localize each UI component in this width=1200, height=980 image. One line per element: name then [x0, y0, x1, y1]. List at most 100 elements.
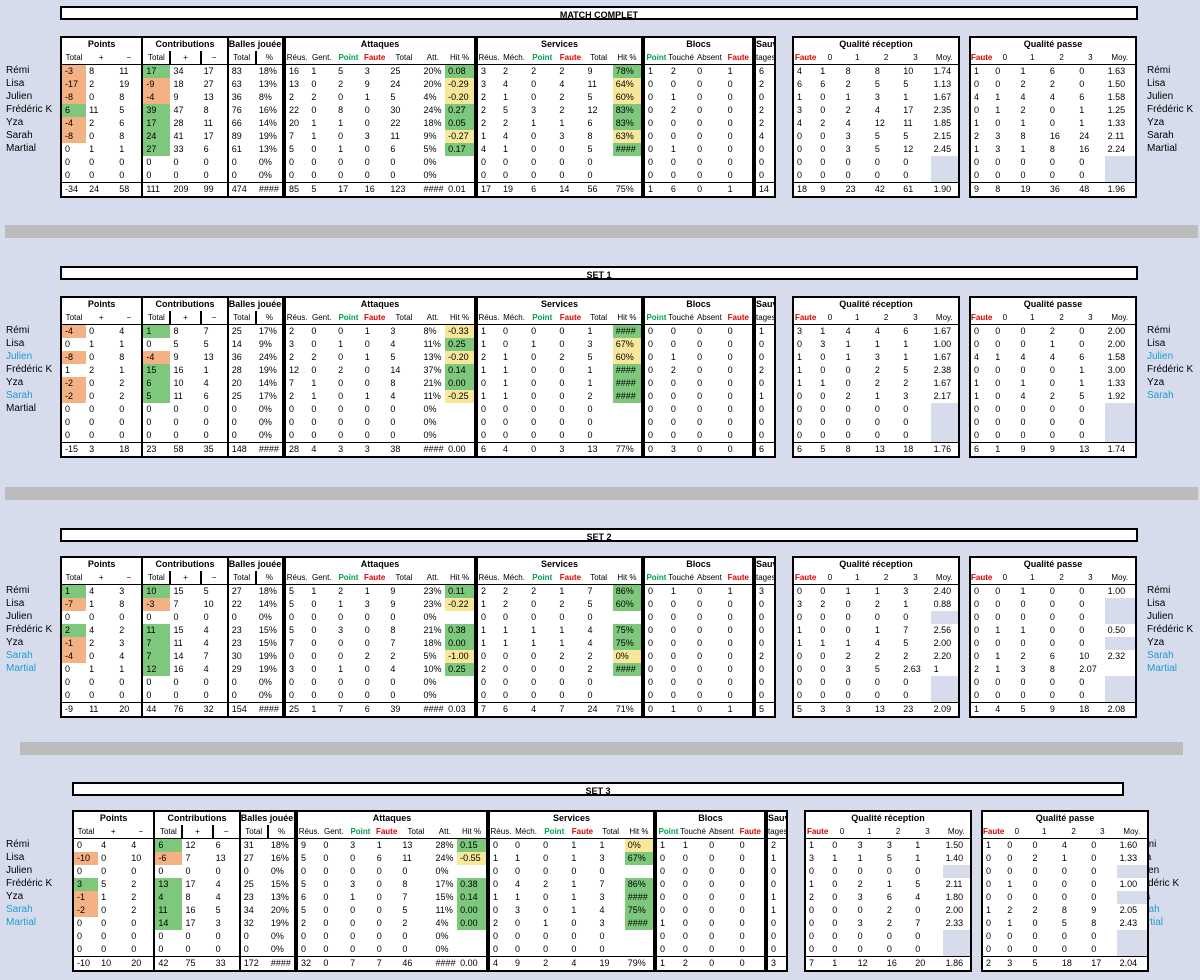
stat-cell: 0 [141, 338, 171, 351]
stat-cell: 8 [1061, 905, 1067, 915]
total-cell: 3 [667, 442, 695, 456]
total-row: 6 1 9 9 13 1.74 [971, 442, 1135, 456]
stat-cell: 0 [531, 79, 537, 89]
stat-cell: 0 [587, 404, 593, 414]
stat-cell: 0 [65, 144, 71, 154]
column-header: Total [602, 827, 620, 836]
stat-cell: 0 [390, 430, 396, 440]
total-cell: -34 [62, 182, 87, 196]
stat-cell: 78% [612, 64, 641, 78]
stat-cell: 0 [226, 611, 256, 624]
stat-cell: -10 [74, 852, 99, 865]
stat-cell: 2.15 [933, 131, 952, 141]
stat-cell: 1 [119, 339, 125, 349]
stat-cell: 2 [759, 651, 765, 661]
stat-cell: 0 [350, 944, 356, 954]
stat-cell: 1 [493, 892, 499, 902]
stat-cell: 16 [1049, 131, 1060, 141]
total-cell: 1.76 [930, 442, 958, 456]
stat-cell: 0 [974, 651, 980, 661]
stat-cell: 0 [974, 625, 980, 635]
stat-cell: 0 [311, 417, 317, 427]
total-cell: 19 [499, 182, 529, 196]
stat-cell [1104, 156, 1135, 169]
stat-cell: 0 [903, 417, 909, 427]
column-header: Moy. [935, 573, 953, 582]
stat-cell: 1 [974, 378, 980, 388]
stat-cell: 0 [648, 170, 654, 180]
total-row: 4 9 2 4 19 79% [490, 956, 653, 970]
total-cell: #### [255, 442, 282, 456]
stat-cell: 3 [845, 144, 851, 154]
stat-cell: 25 [390, 66, 401, 76]
stat-cell: 17 [141, 64, 171, 78]
stat-cell: 0 [185, 944, 191, 954]
table-row: 2 [756, 117, 774, 130]
column-header: Gent. [323, 827, 344, 836]
stat-cell: 0 [682, 918, 688, 928]
stat-cell: 1 [364, 391, 370, 401]
player-name: Frédéric K [6, 364, 53, 375]
stat-cell: 0 [323, 853, 329, 863]
stat-cell [625, 865, 653, 878]
stat-cell: 0 [65, 677, 71, 687]
table-row: 0 1 1 0 5 5 14 9% [62, 338, 282, 351]
table-row: 0 1 1 27 33 6 61 13% [62, 143, 282, 156]
stat-cell: 0 [502, 404, 508, 414]
stat-cell: 1 [1079, 118, 1085, 128]
stat-cell: 16 [173, 664, 184, 674]
stat-cell: 2 [559, 92, 565, 102]
column-header: Absent [696, 53, 722, 62]
group-heading: Qualité réception [839, 559, 913, 569]
stat-cell: 0 [727, 378, 733, 388]
table-row: 1 1 1 1 4 75% [478, 637, 641, 650]
stat-cell: 0 [670, 326, 676, 336]
stat-cell: 0 [311, 105, 317, 115]
stat-cell [613, 169, 641, 183]
stat-cell: 2.20 [933, 651, 952, 661]
stat-cell: 0 [648, 690, 654, 700]
stat-cell: 0 [531, 677, 537, 687]
stat-cell: 2.07 [1079, 664, 1097, 674]
section-title: SET 2 [60, 528, 1138, 542]
stat-cell: 0 [559, 677, 565, 687]
column-header: Réus. [478, 53, 500, 62]
total-row: 3 [768, 956, 786, 970]
header-row: Services [478, 298, 641, 311]
stat-cell: 3 [886, 840, 892, 850]
stat-cell: 1 [559, 638, 565, 648]
column-header: Faute [727, 313, 749, 322]
stat-cell: 0 [697, 625, 703, 635]
stat-cell: 0 [820, 131, 826, 141]
stat-cell: 0 [845, 417, 851, 427]
stat-cell: 2 [886, 918, 892, 928]
stat-cell: 0 [289, 690, 295, 700]
stat-cell: 0 [502, 417, 508, 427]
stat-cell: 0 [89, 391, 95, 401]
stat-cell: 0 [727, 599, 733, 609]
stat-cell: 7 [587, 586, 593, 596]
stat-cell: 0 [697, 664, 703, 674]
stat-cell: 10 [903, 66, 914, 76]
stat-cell: 0 [101, 944, 107, 954]
total-cell: 1.96 [1104, 182, 1135, 196]
stat-cell: 4 [390, 664, 396, 674]
stat-cell: 2 [543, 879, 549, 889]
stat-cell [1104, 689, 1135, 703]
stat-cell: 3 [995, 144, 1001, 154]
stat-cell: 0 [502, 677, 508, 687]
stat-cell: 0 [995, 365, 1001, 375]
stat-cell: 8 [173, 326, 179, 336]
stat-cell: 7 [173, 599, 179, 609]
stat-cell: 0 [874, 404, 880, 414]
stat-cell: 3 [599, 918, 605, 928]
stat-cell: 1 [1020, 586, 1026, 596]
stat-cell: 0 [832, 892, 838, 902]
stat-cell: 12 [185, 840, 196, 850]
stat-cell: 0 [89, 326, 95, 336]
